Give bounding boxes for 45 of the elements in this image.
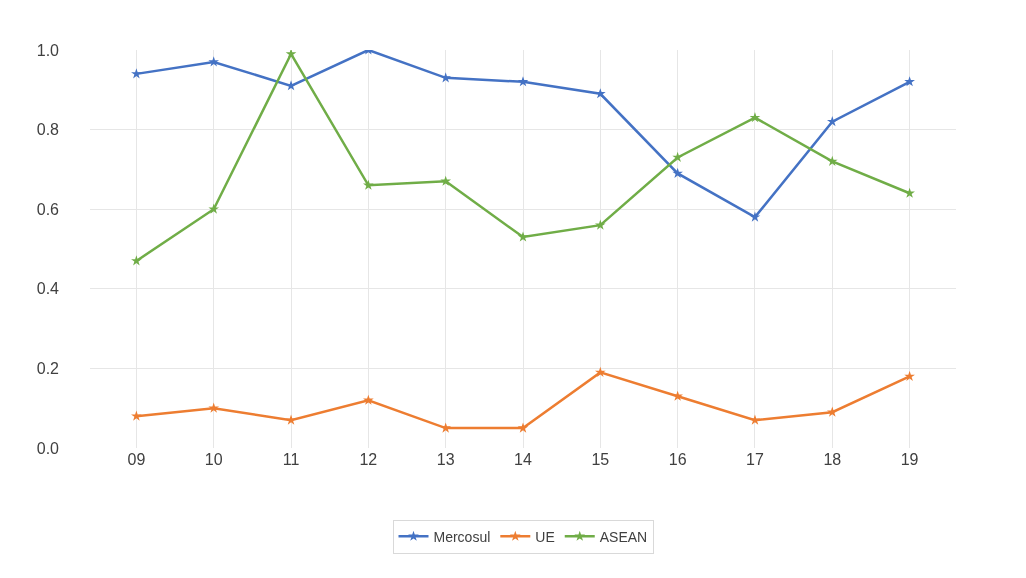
legend-label: Mercosul [433, 528, 491, 545]
x-tick-label: 09 [127, 451, 146, 468]
point [131, 410, 142, 421]
point [208, 402, 220, 413]
point [594, 219, 606, 230]
point [440, 175, 452, 186]
x-tick-label: 15 [591, 451, 610, 468]
point [826, 155, 838, 166]
x-tick-label: 18 [823, 451, 842, 468]
point [672, 167, 683, 178]
point [285, 50, 297, 59]
point [749, 112, 761, 123]
y-tick-label: 0.0 [36, 439, 60, 457]
x-tick-label: 14 [514, 451, 532, 468]
y-tick-label: 0.8 [36, 121, 60, 139]
point [440, 72, 452, 83]
point [826, 116, 838, 127]
point [517, 76, 529, 87]
point [131, 68, 142, 79]
point [594, 366, 606, 377]
x-tick-label: 17 [746, 451, 764, 468]
point [826, 406, 838, 417]
point [672, 151, 683, 162]
y-tick-label: 0.6 [36, 200, 60, 218]
point [440, 422, 452, 433]
x-tick-label: 11 [282, 451, 300, 468]
point [131, 255, 142, 266]
x-tick-label: 12 [359, 451, 378, 468]
point [208, 203, 220, 214]
y-tick-label: 1.0 [36, 41, 60, 59]
legend-label: ASEAN [599, 528, 648, 545]
point [363, 179, 374, 190]
point [904, 370, 915, 381]
point [904, 76, 915, 87]
point [208, 56, 220, 67]
x-tick-label: 19 [900, 451, 919, 468]
x-tick-label: 13 [436, 451, 455, 468]
y-tick-label: 0.2 [36, 360, 60, 377]
legend-label: UE [535, 528, 555, 545]
y-tick-label: 0.4 [36, 280, 60, 298]
x-tick-label: 16 [668, 451, 687, 468]
point [749, 211, 761, 222]
x-tick-label: 10 [204, 451, 223, 468]
point [363, 394, 374, 405]
point [517, 422, 529, 433]
